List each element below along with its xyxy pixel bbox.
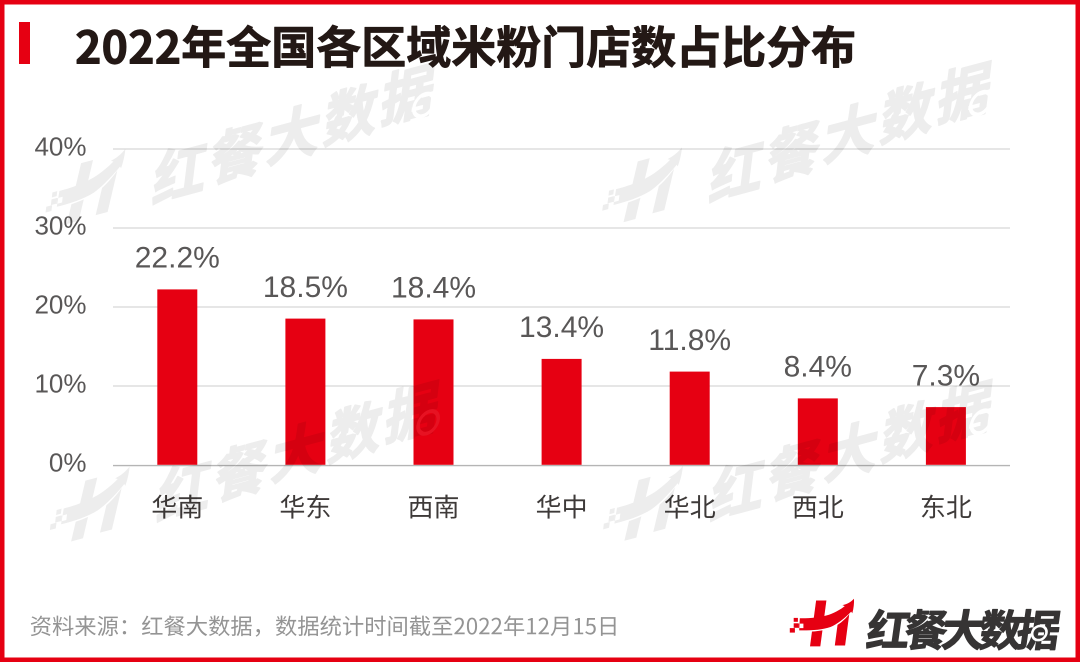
svg-text:22.2%: 22.2%: [135, 242, 220, 275]
svg-text:40%: 40%: [34, 132, 86, 162]
svg-text:18.4%: 18.4%: [391, 272, 476, 305]
svg-text:8.4%: 8.4%: [784, 351, 852, 384]
svg-text:10%: 10%: [34, 369, 86, 399]
svg-text:20%: 20%: [34, 290, 86, 320]
svg-text:13.4%: 13.4%: [519, 311, 604, 344]
svg-text:0%: 0%: [49, 448, 87, 478]
svg-text:11.8%: 11.8%: [648, 324, 731, 357]
svg-text:18.5%: 18.5%: [263, 271, 348, 304]
